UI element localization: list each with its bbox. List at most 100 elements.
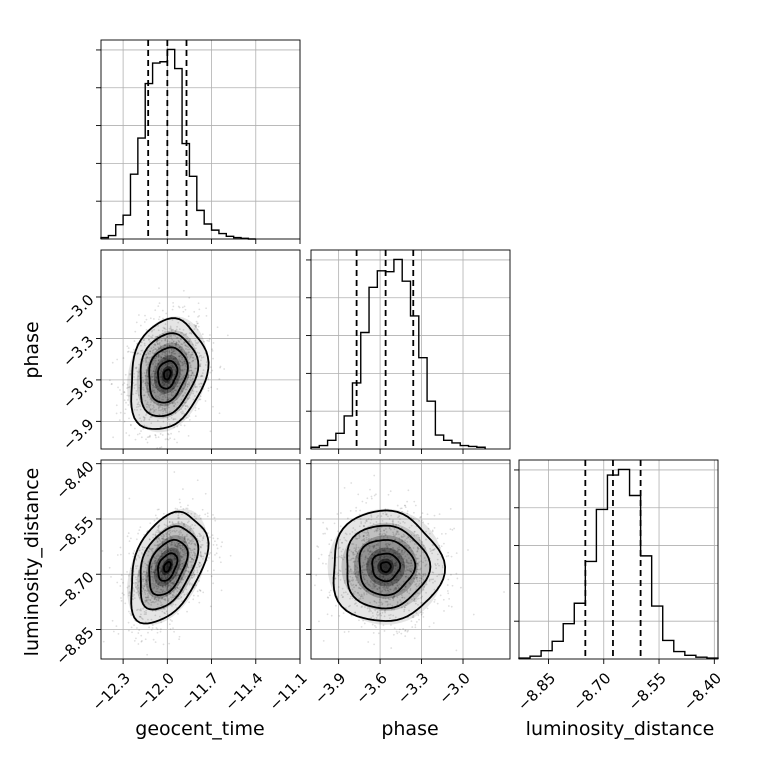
scatter-point	[166, 355, 169, 358]
scatter-point	[358, 534, 361, 537]
scatter-point	[405, 537, 408, 540]
scatter-point	[164, 339, 167, 342]
scatter-point	[401, 551, 403, 554]
scatter-point	[374, 551, 377, 554]
scatter-point	[179, 547, 182, 550]
scatter-point	[143, 394, 146, 397]
scatter-point	[412, 616, 415, 619]
scatter-point	[172, 549, 174, 552]
scatter-point	[201, 508, 204, 511]
scatter-point	[423, 544, 425, 547]
scatter-point	[168, 592, 171, 595]
scatter-point	[182, 363, 184, 366]
scatter-point	[146, 596, 149, 599]
scatter-point	[211, 560, 214, 563]
scatter-point	[199, 517, 202, 520]
scatter-point	[416, 550, 419, 553]
scatter-point	[177, 339, 180, 342]
scatter-point	[135, 406, 138, 409]
scatter-point	[373, 494, 376, 497]
scatter-point	[162, 582, 165, 585]
scatter-point	[382, 549, 384, 552]
scatter-point	[179, 354, 182, 357]
scatter-point	[340, 594, 343, 597]
scatter-point	[181, 546, 184, 549]
scatter-point	[219, 365, 222, 368]
scatter-point	[156, 339, 159, 342]
scatter-point	[153, 365, 156, 368]
scatter-point	[447, 605, 450, 607]
scatter-point	[160, 360, 163, 363]
scatter-point	[382, 512, 385, 515]
scatter-point	[167, 382, 170, 384]
scatter-point	[373, 600, 376, 602]
scatter-point	[157, 356, 160, 358]
scatter-point	[165, 357, 167, 359]
scatter-point	[153, 357, 156, 359]
scatter-point	[320, 553, 323, 556]
scatter-point	[358, 513, 361, 516]
scatter-point	[387, 585, 390, 588]
scatter-point	[213, 516, 216, 519]
scatter-point	[155, 569, 157, 572]
scatter-point	[395, 530, 398, 533]
scatter-point	[141, 548, 144, 551]
scatter-point	[342, 612, 345, 615]
scatter-point	[189, 560, 191, 563]
scatter-point	[172, 390, 174, 393]
scatter-point	[169, 538, 171, 541]
scatter-point	[186, 383, 189, 386]
scatter-point	[190, 566, 193, 569]
scatter-point	[132, 393, 134, 396]
scatter-point	[329, 589, 332, 592]
scatter-point	[137, 352, 139, 354]
scatter-point	[449, 528, 452, 531]
scatter-point	[170, 362, 172, 364]
scatter-point	[161, 597, 164, 599]
scatter-point	[362, 535, 365, 537]
scatter-point	[162, 548, 165, 551]
scatter-point	[207, 378, 210, 381]
scatter-point	[126, 394, 129, 397]
scatter-point	[150, 408, 153, 411]
scatter-point	[432, 548, 435, 551]
scatter-point	[191, 523, 194, 526]
scatter-point	[391, 541, 394, 544]
scatter-point	[455, 552, 458, 555]
scatter-point	[145, 425, 148, 428]
scatter-point	[150, 422, 153, 425]
scatter-point	[354, 572, 357, 575]
scatter-point	[382, 576, 385, 579]
scatter-point	[172, 341, 175, 343]
scatter-point	[178, 306, 181, 309]
scatter-point	[343, 581, 346, 584]
scatter-point	[162, 598, 165, 601]
scatter-point	[156, 398, 159, 400]
scatter-point	[352, 527, 355, 529]
scatter-point	[178, 359, 181, 362]
scatter-point	[146, 583, 149, 586]
scatter-point	[164, 584, 167, 587]
scatter-point	[195, 320, 198, 323]
scatter-point	[394, 588, 397, 591]
scatter-point	[167, 398, 170, 401]
scatter-point	[178, 352, 181, 355]
scatter-point	[393, 557, 396, 560]
scatter-point	[161, 550, 163, 552]
scatter-point	[147, 353, 150, 355]
scatter-point	[147, 594, 150, 597]
scatter-point	[168, 327, 171, 330]
scatter-point	[160, 570, 162, 573]
scatter-point	[185, 388, 188, 391]
scatter-point	[134, 576, 137, 579]
scatter-point	[380, 535, 383, 538]
scatter-point	[412, 518, 415, 520]
scatter-point	[161, 540, 164, 543]
scatter-point	[152, 346, 155, 349]
scatter-point	[167, 550, 170, 553]
scatter-point	[414, 504, 417, 507]
scatter-point	[177, 566, 180, 569]
scatter-point	[372, 545, 375, 548]
scatter-point	[161, 555, 164, 557]
scatter-point	[404, 604, 407, 607]
